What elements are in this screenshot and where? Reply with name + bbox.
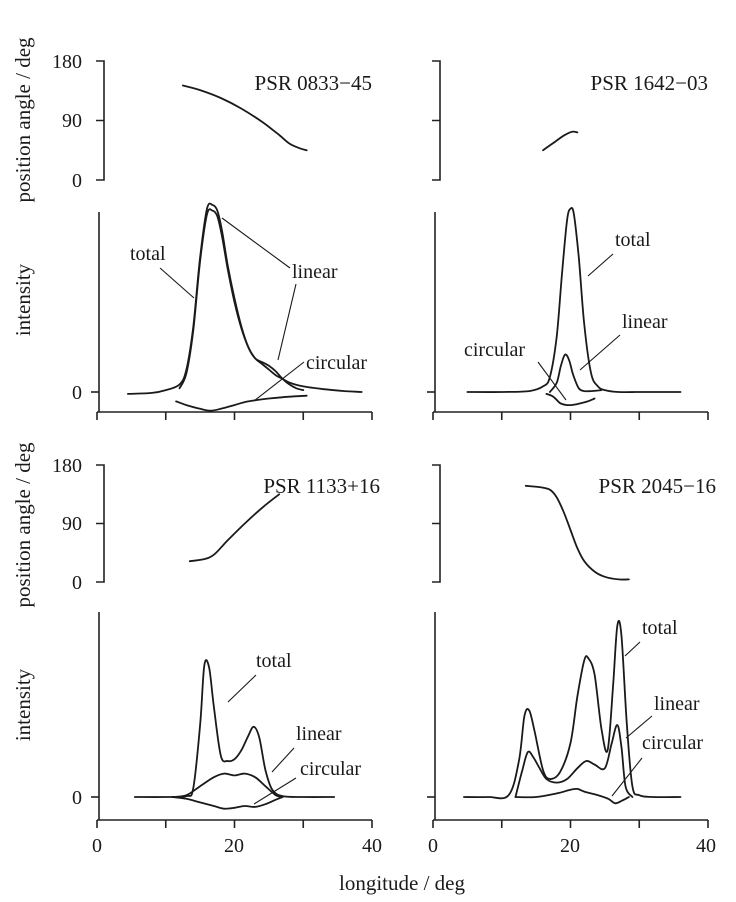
panel-title-1133+16: PSR 1133+16: [263, 474, 380, 498]
pa-tick-label-90-top: 90: [62, 110, 82, 132]
pa-tick-label-90-bottom: 90: [62, 513, 82, 535]
total-intensity-curve-panel-3: [463, 619, 682, 800]
leader-linear-a-0833: [221, 217, 291, 269]
x-tick-label-0-right: 0: [428, 835, 438, 857]
leader-linear-1133: [271, 747, 295, 773]
x-tick-label-0-left: 0: [92, 835, 102, 857]
linear-intensity-curve-panel-3: [514, 724, 634, 798]
position-angle-curve-panel-2: [188, 493, 281, 563]
total-intensity-curve-panel-1: [466, 207, 682, 394]
annotation-total-2045: total: [642, 617, 678, 639]
annotation-circular-0833: circular: [306, 352, 367, 374]
ylabel-intensity-top: intensity: [11, 263, 35, 336]
pa-tick-label-180-bottom: 180: [52, 455, 82, 477]
leader-total-2045: [624, 641, 641, 657]
circular-intensity-curve-panel-0: [175, 394, 308, 412]
leader-linear-1642: [579, 334, 621, 371]
annotation-total-0833: total: [130, 243, 166, 265]
panel-title-1642-03: PSR 1642−03: [591, 71, 708, 95]
xlabel-longitude: longitude / deg: [339, 871, 465, 895]
x-tick-label-40-right: 40: [696, 835, 716, 857]
leader-circular-0833: [253, 361, 305, 402]
leader-circular-1133: [253, 777, 297, 805]
pa-axis-r0c1: [432, 60, 441, 181]
leader-total-1133: [227, 674, 257, 703]
annotation-total-1642: total: [615, 229, 651, 251]
circular-intensity-curve-panel-3: [514, 787, 630, 805]
x-tick-label-20-right: 20: [560, 835, 580, 857]
annotation-total-1133: total: [256, 650, 292, 672]
annotation-circular-2045: circular: [642, 732, 703, 754]
leader-total-0833: [159, 267, 195, 299]
annotation-circular-1642: circular: [464, 339, 525, 361]
linear-intensity-curve-panel-2: [171, 772, 284, 798]
linear-intensity-curve-panel-0: [178, 208, 305, 391]
leader-total-1642: [587, 253, 614, 277]
leader-circular-2045: [611, 757, 643, 797]
annotation-linear-0833: linear: [292, 261, 338, 283]
leader-linear-b-0833: [277, 283, 297, 361]
ylabel-position-angle-top: position angle / deg: [11, 37, 35, 203]
x-tick-label-20-left: 20: [224, 835, 244, 857]
x-tick-label-40-left: 40: [362, 835, 382, 857]
leader-circular-1642: [537, 361, 567, 401]
leader-lines: [159, 217, 653, 805]
pa-axis-r1c1: [432, 464, 441, 583]
intensity-zero-label-bottom: 0: [72, 787, 82, 809]
circular-intensity-curve-panel-2: [171, 796, 284, 810]
leader-linear-2045: [625, 715, 653, 739]
circular-intensity-curve-panel-1: [545, 393, 596, 407]
position-angle-curve-panel-0: [182, 84, 308, 152]
intensity-zero-label-top: 0: [72, 382, 82, 404]
pa-tick-label-180-top: 180: [52, 51, 82, 73]
panel-title-2045-16: PSR 2045−16: [599, 474, 716, 498]
curves-layer: [127, 84, 682, 810]
panel-title-0833-45: PSR 0833−45: [255, 71, 372, 95]
annotation-linear-1642: linear: [622, 311, 668, 333]
pa-axis-r0c0: [96, 60, 105, 181]
total-intensity-curve-panel-2: [133, 659, 336, 798]
pa-tick-label-0-bottom: 0: [72, 572, 82, 594]
position-angle-curve-panel-3: [524, 484, 630, 581]
annotation-circular-1133: circular: [300, 758, 361, 780]
ylabel-intensity-bottom: intensity: [11, 668, 35, 741]
axes-layer: [91, 60, 709, 828]
position-angle-curve-panel-1: [542, 130, 579, 152]
pa-tick-label-0-top: 0: [72, 170, 82, 192]
pa-axis-r1c0: [96, 464, 105, 583]
annotation-linear-2045: linear: [654, 693, 700, 715]
annotation-linear-1133: linear: [296, 723, 342, 745]
linear-intensity-curve-panel-1: [549, 353, 603, 393]
ylabel-position-angle-bottom: position angle / deg: [11, 442, 35, 608]
